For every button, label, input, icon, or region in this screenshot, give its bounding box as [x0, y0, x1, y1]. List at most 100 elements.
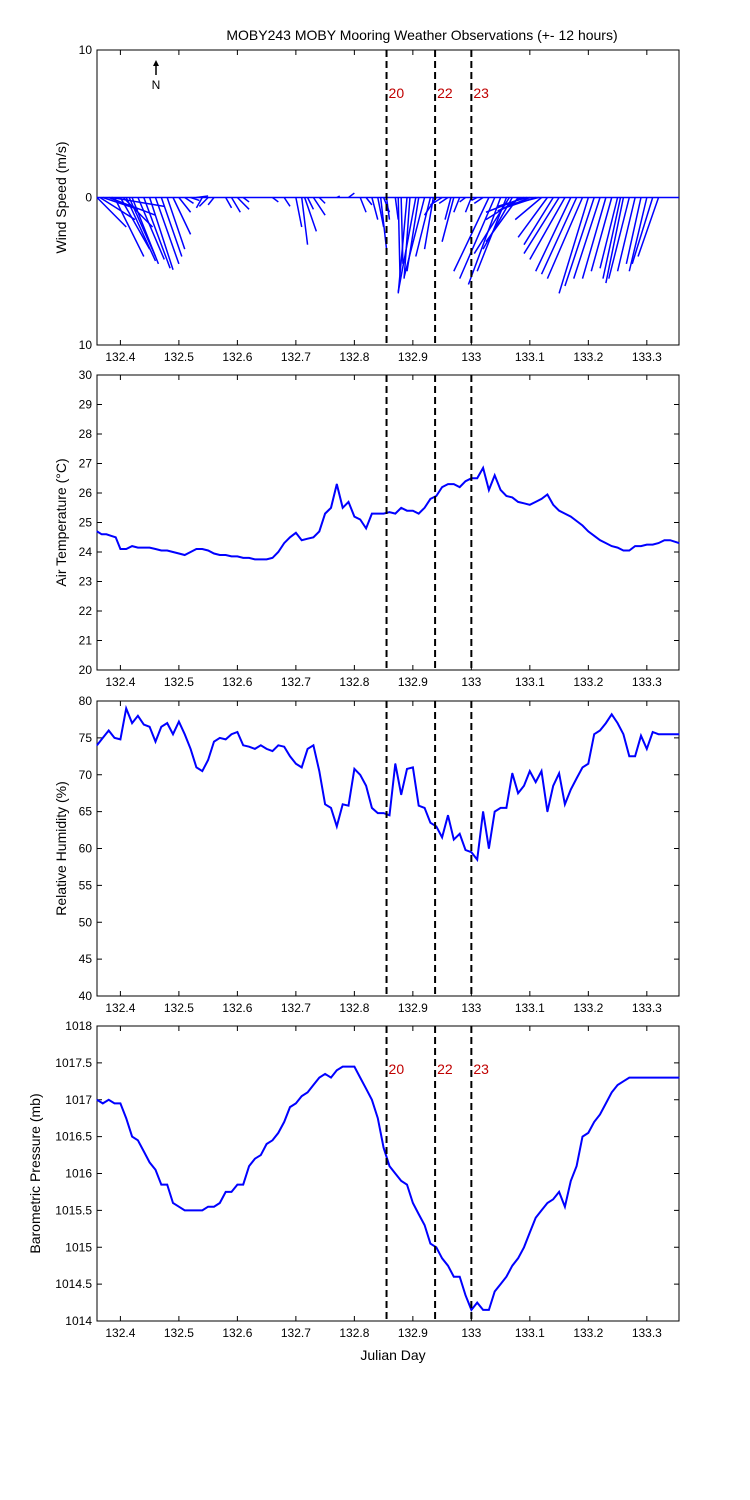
series-point	[330, 1077, 332, 1079]
wind-vector	[444, 197, 452, 220]
series-point	[640, 545, 642, 547]
wind-vector	[581, 197, 607, 279]
series-point	[406, 768, 408, 770]
series-point	[383, 513, 385, 515]
wind-vector	[336, 195, 341, 199]
series-point	[172, 1202, 174, 1204]
wind-vector	[514, 196, 543, 221]
series-point	[312, 744, 315, 746]
series-point	[394, 513, 396, 515]
series-point	[336, 1069, 338, 1071]
series-point	[143, 1150, 145, 1152]
series-point	[184, 1209, 186, 1211]
wind-vector	[517, 197, 548, 238]
y-axis-label: Relative Humidity (%)	[53, 781, 69, 916]
series-point	[201, 770, 203, 772]
series-point	[412, 510, 414, 512]
series-point	[628, 1077, 630, 1079]
series-point	[137, 1139, 139, 1141]
series-point	[552, 1198, 554, 1200]
wind-vector	[172, 197, 192, 235]
y-tick-label: 10	[79, 338, 93, 352]
series-line	[96, 1065, 679, 1312]
series-point	[622, 733, 625, 735]
y-tick-label: 26	[79, 486, 93, 500]
wind-vector	[608, 197, 631, 279]
series-point	[535, 1217, 537, 1219]
series-point	[558, 1191, 560, 1193]
y-tick-label: 1014.5	[55, 1277, 92, 1291]
series-point	[254, 748, 256, 750]
series-point	[201, 1209, 203, 1211]
series-point	[470, 851, 472, 853]
series-point	[523, 785, 525, 787]
series-point	[154, 740, 157, 743]
series-point	[189, 1209, 192, 1211]
series-point	[318, 770, 320, 772]
series-point	[499, 1283, 502, 1285]
series-point	[160, 726, 162, 728]
series-point	[225, 738, 227, 740]
series-point	[429, 498, 432, 500]
series-point	[178, 1206, 180, 1208]
series-point	[441, 486, 443, 488]
y-tick-label: 22	[79, 604, 93, 618]
series-point	[494, 811, 496, 813]
wind-vector	[225, 197, 233, 209]
series-point	[359, 1077, 361, 1079]
event-label: 22	[437, 1061, 453, 1077]
y-tick-label: 1018	[65, 1019, 92, 1033]
series-point	[219, 737, 221, 739]
series-point	[102, 737, 104, 739]
series-point	[301, 539, 303, 541]
y-tick-label: 25	[79, 516, 93, 530]
y-tick-label: 1016	[65, 1167, 92, 1181]
series-point	[166, 1183, 168, 1186]
event-label: 23	[473, 85, 489, 101]
series-point	[260, 744, 262, 746]
x-tick-label: 132.8	[339, 675, 369, 689]
series-point	[184, 733, 186, 735]
series-point	[131, 545, 133, 547]
series-point	[195, 1209, 198, 1211]
wind-vector	[403, 197, 426, 278]
event-label: 20	[389, 1061, 405, 1077]
series-point	[236, 1183, 238, 1186]
y-tick-label: 10	[79, 43, 93, 57]
wind-vector	[198, 196, 209, 207]
x-tick-label: 132.8	[339, 350, 369, 364]
wind-vector	[473, 196, 484, 205]
series-point	[529, 504, 531, 506]
wind-vector	[473, 197, 511, 254]
series-point	[277, 744, 279, 746]
series-point	[552, 504, 554, 506]
y-tick-label: 1014	[65, 1314, 92, 1328]
series-point	[646, 544, 648, 546]
north-label: N	[152, 78, 161, 92]
wind-vector	[131, 197, 160, 265]
series-point	[383, 812, 385, 814]
series-point	[242, 557, 244, 559]
wind-vector	[423, 197, 437, 216]
x-tick-label: 133.3	[632, 1326, 662, 1340]
y-axis-label: Air Temperature (°C)	[53, 458, 69, 586]
series-point	[113, 1102, 116, 1105]
series-point	[336, 483, 338, 485]
series-point	[388, 1165, 391, 1167]
series-point	[418, 1213, 420, 1215]
series-point	[160, 549, 162, 552]
series-point	[242, 1183, 244, 1186]
wind-vector	[509, 196, 539, 206]
series-point	[394, 1172, 396, 1175]
series-point	[423, 807, 426, 809]
series-point	[657, 542, 660, 544]
wind-vector	[190, 196, 200, 202]
x-tick-label: 133.1	[515, 1001, 545, 1015]
series-point	[342, 803, 344, 805]
figure-title: MOBY243 MOBY Mooring Weather Observation…	[226, 27, 617, 43]
series-point	[154, 548, 157, 550]
series-point	[213, 740, 215, 743]
series-point	[342, 507, 344, 509]
panel-3: 132.4 132.5 132.6 132.7 132.8 132.9 133 133.1 13…	[53, 694, 680, 1015]
series-point	[499, 807, 502, 809]
